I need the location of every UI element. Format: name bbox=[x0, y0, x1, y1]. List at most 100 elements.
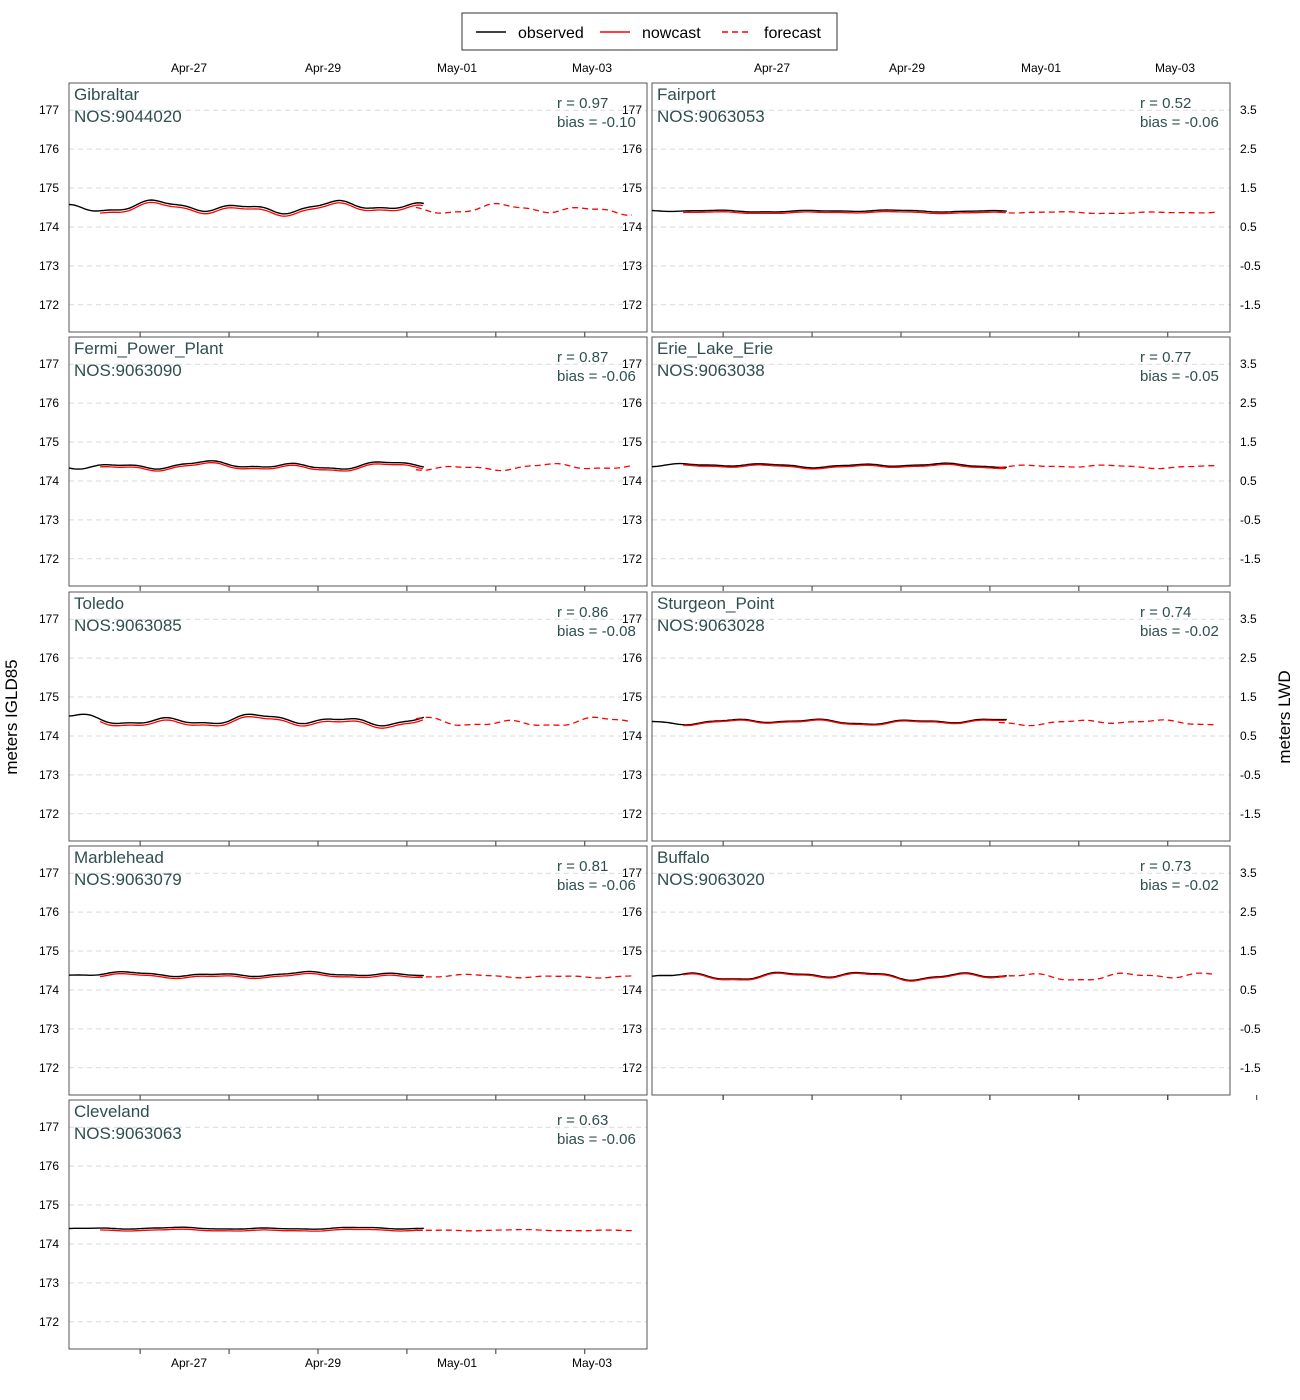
left-tick-label: 172 bbox=[39, 298, 59, 312]
legend-box bbox=[461, 12, 838, 51]
right-tick-label: -0.5 bbox=[1240, 1022, 1261, 1036]
panel-frame bbox=[651, 336, 1231, 587]
right-tick-label: -1.5 bbox=[1240, 552, 1261, 566]
left-tick-label: 172 bbox=[39, 552, 59, 566]
bottom-date-label: May-01 bbox=[437, 1356, 477, 1370]
right-tick-label: 3.5 bbox=[1240, 612, 1257, 626]
left-tick-label: 173 bbox=[622, 259, 642, 273]
nowcast-line bbox=[100, 201, 423, 217]
right-tick-label: 0.5 bbox=[1240, 729, 1257, 743]
left-tick-label: 176 bbox=[39, 905, 59, 919]
left-tick-label: 173 bbox=[622, 1022, 642, 1036]
observed-line bbox=[651, 718, 1007, 726]
bottom-date-label: May-03 bbox=[572, 1356, 612, 1370]
bias-label: bias = -0.08 bbox=[557, 623, 636, 640]
left-tick-label: 176 bbox=[39, 396, 59, 410]
right-tick-label: 0.5 bbox=[1240, 474, 1257, 488]
bottom-date-label: Apr-27 bbox=[171, 1356, 207, 1370]
right-tick-label: -1.5 bbox=[1240, 298, 1261, 312]
left-tick-label: 173 bbox=[622, 513, 642, 527]
bias-label: bias = -0.06 bbox=[557, 1131, 636, 1148]
correlation-label: r = 0.52 bbox=[1140, 95, 1191, 112]
forecast-line bbox=[998, 719, 1215, 727]
forecast-line bbox=[998, 972, 1215, 981]
bias-label: bias = -0.06 bbox=[1140, 114, 1219, 131]
left-tick-label: 175 bbox=[622, 435, 642, 449]
station-id: NOS:9063085 bbox=[74, 616, 182, 635]
panel-frame bbox=[68, 336, 648, 587]
legend: observed nowcast forecast bbox=[461, 12, 838, 51]
observed-line bbox=[68, 460, 424, 470]
correlation-label: r = 0.63 bbox=[557, 1112, 608, 1129]
station-name: Erie_Lake_Erie bbox=[657, 339, 773, 358]
left-tick-label: 175 bbox=[39, 435, 59, 449]
station-id: NOS:9063028 bbox=[657, 616, 765, 635]
nowcast-line bbox=[100, 1228, 423, 1232]
right-tick-label: 3.5 bbox=[1240, 357, 1257, 371]
observed-line bbox=[68, 713, 425, 727]
forecast-line bbox=[415, 973, 632, 979]
left-axis-title: meters IGLD85 bbox=[2, 659, 21, 774]
legend-forecast-label: forecast bbox=[764, 25, 821, 42]
left-tick-label: 174 bbox=[622, 729, 642, 743]
right-tick-label: -0.5 bbox=[1240, 513, 1261, 527]
left-tick-label: 174 bbox=[39, 1237, 59, 1251]
observed-line bbox=[68, 1226, 424, 1230]
bottom-date-label: Apr-29 bbox=[305, 1356, 341, 1370]
right-tick-label: 3.5 bbox=[1240, 866, 1257, 880]
panel-frame bbox=[651, 591, 1231, 842]
correlation-label: r = 0.97 bbox=[557, 95, 608, 112]
panel-frame bbox=[651, 82, 1231, 333]
station-id: NOS:9063020 bbox=[657, 870, 765, 889]
bias-label: bias = -0.02 bbox=[1140, 623, 1219, 640]
left-tick-label: 176 bbox=[39, 1159, 59, 1173]
station-id: NOS:9063079 bbox=[74, 870, 182, 889]
top-date-label: Apr-27 bbox=[171, 61, 207, 75]
left-tick-label: 172 bbox=[622, 1061, 642, 1075]
station-name: Toledo bbox=[74, 594, 124, 613]
forecast-line bbox=[998, 211, 1215, 215]
left-tick-label: 172 bbox=[39, 1315, 59, 1329]
left-tick-label: 172 bbox=[622, 807, 642, 821]
right-tick-label: 1.5 bbox=[1240, 690, 1257, 704]
legend-observed-label: observed bbox=[518, 25, 584, 42]
left-tick-label: 177 bbox=[622, 103, 642, 117]
right-tick-label: -1.5 bbox=[1240, 807, 1261, 821]
top-date-labels-right: Apr-27 Apr-29 May-01 May-03 bbox=[754, 61, 1195, 75]
left-tick-label: 175 bbox=[39, 690, 59, 704]
left-tick-label: 173 bbox=[39, 1022, 59, 1036]
left-tick-label: 175 bbox=[39, 1198, 59, 1212]
top-date-label: May-03 bbox=[1155, 61, 1195, 75]
bias-label: bias = -0.05 bbox=[1140, 368, 1219, 385]
observed-line bbox=[651, 462, 1007, 469]
nowcast-line bbox=[683, 210, 1006, 215]
left-tick-label: 175 bbox=[39, 944, 59, 958]
left-tick-label: 173 bbox=[622, 768, 642, 782]
forecast-line bbox=[998, 464, 1215, 470]
right-tick-label: -0.5 bbox=[1240, 259, 1261, 273]
left-tick-label: 172 bbox=[622, 552, 642, 566]
right-tick-label: 2.5 bbox=[1240, 651, 1257, 665]
left-tick-label: 174 bbox=[622, 983, 642, 997]
correlation-label: r = 0.87 bbox=[557, 349, 608, 366]
left-tick-label: 172 bbox=[39, 1061, 59, 1075]
right-tick-label: 2.5 bbox=[1240, 396, 1257, 410]
right-tick-label: -0.5 bbox=[1240, 768, 1261, 782]
forecast-line bbox=[415, 462, 632, 472]
top-date-label: Apr-29 bbox=[889, 61, 925, 75]
left-tick-label: 177 bbox=[622, 612, 642, 626]
right-tick-label: 2.5 bbox=[1240, 905, 1257, 919]
bias-label: bias = -0.06 bbox=[557, 368, 636, 385]
top-date-label: Apr-27 bbox=[754, 61, 790, 75]
right-tick-label: 0.5 bbox=[1240, 983, 1257, 997]
correlation-label: r = 0.77 bbox=[1140, 349, 1191, 366]
station-id: NOS:9063038 bbox=[657, 361, 765, 380]
panel-marblehead: 172 173 174 175 176 177 Marblehead NOS:9063079 r… bbox=[39, 845, 648, 1100]
bottom-date-labels: Apr-27 Apr-29 May-01 May-03 bbox=[171, 1356, 612, 1370]
correlation-label: r = 0.81 bbox=[557, 858, 608, 875]
left-tick-label: 173 bbox=[39, 768, 59, 782]
panel-frame bbox=[68, 1099, 648, 1350]
left-tick-label: 177 bbox=[39, 1120, 59, 1134]
left-tick-label: 174 bbox=[39, 220, 59, 234]
